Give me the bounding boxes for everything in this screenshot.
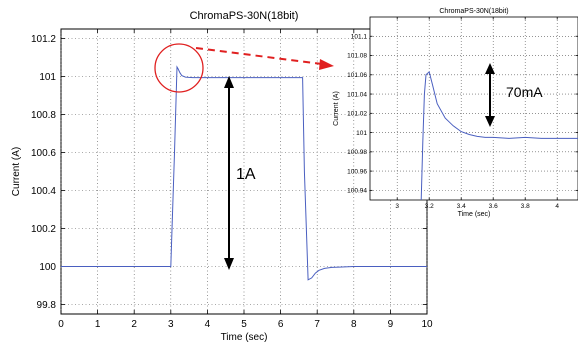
- m-x-tick-label: 1: [95, 319, 101, 330]
- inset-x-axis-label: Time (sec): [458, 211, 491, 218]
- m-x-tick-label: 4: [205, 319, 211, 330]
- i-x-tick-label: 3.8: [521, 203, 530, 210]
- overshoot-highlight-circle: [154, 43, 204, 93]
- main-series-line: [61, 65, 427, 281]
- m-x-tick-label: 2: [131, 319, 137, 330]
- m-y-tick-label: 100.8: [31, 110, 56, 121]
- m-x-tick-label: 5: [241, 319, 247, 330]
- main-x-axis-label: Time (sec): [221, 332, 268, 343]
- i-y-tick-label: 101: [356, 130, 367, 137]
- inset-plot-frame: [369, 16, 578, 201]
- i-y-tick-label: 101.08: [347, 53, 367, 60]
- i-x-tick-label: 3.2: [425, 203, 434, 210]
- m-x-tick-label: 0: [58, 319, 64, 330]
- i-x-tick-label: 3.6: [489, 203, 498, 210]
- i-y-tick-label: 101.02: [347, 111, 367, 118]
- m-x-tick-label: 10: [421, 319, 433, 330]
- m-x-tick-label: 7: [314, 319, 320, 330]
- i-x-tick-label: 3.4: [457, 203, 466, 210]
- inset-title: ChromaPS-30N(18bit): [439, 8, 508, 15]
- m-y-tick-label: 100.6: [31, 148, 56, 159]
- main-x-ticks: 0 1 2 3 4 5 6 7 8 9 10: [58, 29, 433, 330]
- i-y-tick-label: 101.04: [347, 91, 367, 98]
- i-y-tick-label: 101.1: [351, 33, 368, 40]
- inset-gridlines: [370, 17, 578, 200]
- zoom-dashed-arrow: [195, 47, 323, 65]
- zoom-arrow-head: [319, 59, 334, 70]
- main-chart: 0 1 2 3 4 5 6 7 8 9 10 99.8 100 100.2 100.4 100.6 100.8…: [11, 10, 433, 343]
- inset-delta-arrow: [485, 63, 495, 127]
- m-y-tick-label: 101.2: [31, 34, 56, 45]
- main-y-axis-label: Current (A): [11, 147, 22, 196]
- m-y-tick-label: 100: [39, 262, 56, 273]
- main-title: ChromaPS-30N(18bit): [190, 10, 299, 22]
- i-y-tick-label: 100.94: [347, 188, 367, 195]
- m-y-tick-label: 99.8: [37, 300, 57, 311]
- inset-y-axis-label: Current (A): [333, 91, 340, 126]
- m-y-tick-label: 100.2: [31, 224, 56, 235]
- m-x-tick-label: 3: [168, 319, 174, 330]
- inset-y-ticks: 100.94 100.96 100.98 101 101.02 101.04 101.06 1…: [347, 33, 578, 195]
- i-y-tick-label: 100.96: [347, 168, 367, 175]
- main-step-arrow: [224, 76, 234, 270]
- i-x-tick-label: 4: [555, 203, 559, 210]
- inset-x-ticks: 3 3.2 3.4 3.6 3.8 4: [395, 17, 559, 210]
- inset-series-line: [420, 70, 578, 201]
- m-y-tick-label: 101: [39, 72, 56, 83]
- m-x-tick-label: 8: [351, 319, 357, 330]
- inset-chart: 3 3.2 3.4 3.6 3.8 4 100.94 100.96 100.98 101 101.…: [333, 8, 578, 218]
- m-x-tick-label: 6: [278, 319, 284, 330]
- i-x-tick-label: 3: [395, 203, 399, 210]
- m-x-tick-label: 9: [388, 319, 394, 330]
- main-step-annotation: 1A: [236, 166, 256, 183]
- i-y-tick-label: 100.98: [347, 149, 367, 156]
- m-y-tick-label: 100.4: [31, 186, 56, 197]
- inset-delta-annotation: 70mA: [506, 84, 543, 100]
- i-y-tick-label: 101.06: [347, 72, 367, 79]
